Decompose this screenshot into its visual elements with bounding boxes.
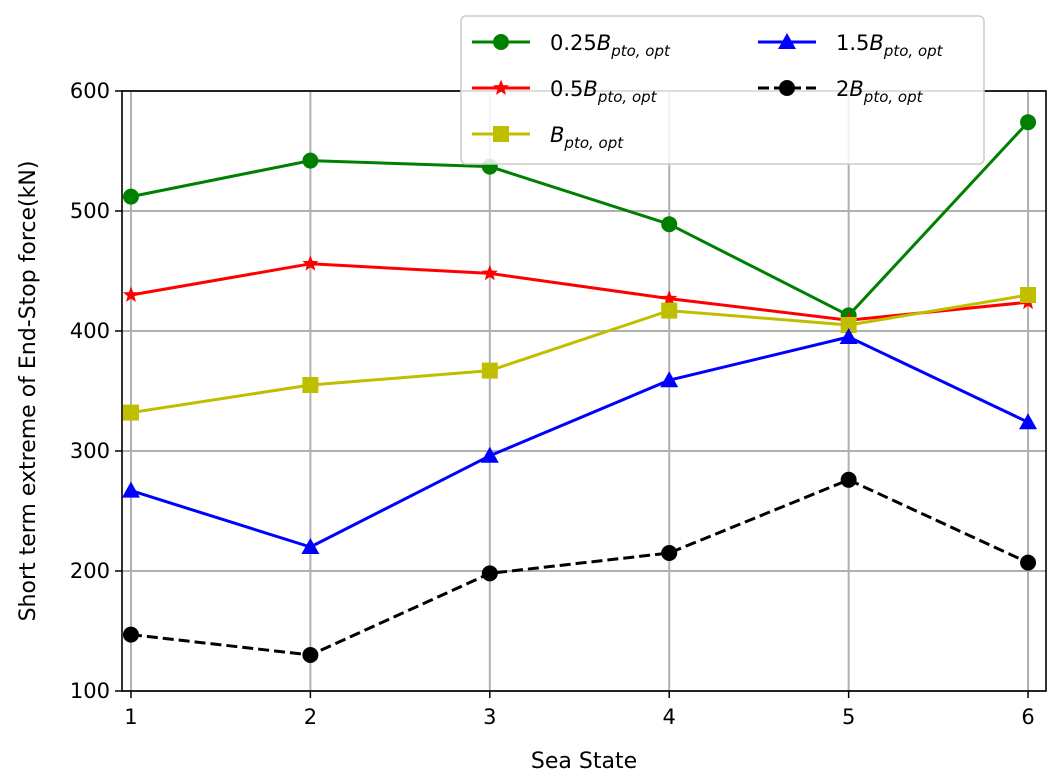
- data-point: [481, 565, 498, 582]
- legend-label-prefix: 0.25: [550, 31, 597, 55]
- series-3: [122, 287, 1037, 421]
- series-line: [130, 121, 1030, 317]
- series-5: [122, 471, 1037, 663]
- x-tick-label: 5: [842, 705, 855, 729]
- legend-item: 2Bpto, opt: [758, 77, 924, 106]
- x-tick-label: 4: [663, 705, 676, 729]
- legend-item: 0.25Bpto, opt: [472, 31, 671, 60]
- x-tick-label: 1: [124, 705, 137, 729]
- legend-label-prefix: 0.5: [550, 77, 583, 101]
- data-point: [1020, 114, 1037, 131]
- data-point: [481, 362, 498, 379]
- legend-label: 0.5Bpto, opt: [550, 77, 658, 106]
- series-line: [130, 293, 1029, 415]
- data-point: [661, 545, 678, 561]
- legend-marker: [493, 34, 509, 50]
- x-axis-label: Sea State: [531, 749, 637, 774]
- data-point: [661, 216, 678, 233]
- axis-ticks: 1 2 3 4 5 6 100 200 300 400 500 600: [70, 79, 1035, 729]
- data-point: [302, 647, 319, 663]
- legend-label-base: B: [869, 31, 883, 55]
- legend-label-prefix: 2: [836, 77, 849, 101]
- data-point: [1019, 413, 1038, 430]
- x-tick-label: 6: [1021, 705, 1034, 729]
- series-layer: [121, 114, 1038, 663]
- series-line: [130, 335, 1029, 549]
- y-tick-label: 200: [70, 559, 110, 583]
- data-point: [302, 152, 319, 169]
- data-point: [301, 538, 320, 554]
- legend-label-prefix: 1.5: [836, 31, 869, 55]
- data-point: [122, 188, 139, 205]
- legend-label: 2Bpto, opt: [836, 77, 924, 106]
- legend-item: Bpto, opt: [472, 123, 624, 152]
- legend-marker: [493, 126, 509, 142]
- data-point: [660, 371, 679, 388]
- legend-box: [460, 15, 985, 165]
- x-tick-label: 3: [483, 705, 496, 729]
- y-axis-label: Short term extreme of End-Stop force(kN): [16, 161, 41, 622]
- data-point: [481, 264, 498, 281]
- legend-label: Bpto, opt: [550, 123, 624, 152]
- y-tick-label: 300: [70, 439, 110, 463]
- data-point: [122, 626, 139, 643]
- legend-label: 1.5Bpto, opt: [836, 31, 944, 60]
- plot-frame: [121, 90, 1047, 692]
- series-1: [122, 114, 1037, 324]
- y-tick-label: 100: [70, 679, 110, 703]
- data-point: [122, 404, 139, 421]
- legend-label: 0.25Bpto, opt: [550, 31, 671, 60]
- legend-marker: [492, 79, 510, 95]
- legend-marker: [778, 33, 796, 49]
- y-tick-label: 500: [70, 199, 110, 223]
- data-point: [1020, 287, 1037, 303]
- legend-label-base: B: [849, 77, 863, 101]
- x-tick-label: 2: [304, 705, 317, 729]
- legend-marker: [779, 80, 795, 96]
- legend-label-subscript: pto, opt: [610, 42, 671, 60]
- y-tick-label: 600: [70, 79, 110, 103]
- data-point: [302, 255, 319, 271]
- legend-label-subscript: pto, opt: [883, 42, 944, 60]
- data-point: [661, 290, 678, 306]
- legend-label-subscript: pto, opt: [563, 134, 624, 152]
- series-line: [130, 478, 1029, 657]
- series-line: [130, 262, 1029, 322]
- legend-label-base: B: [597, 31, 611, 55]
- data-point: [661, 302, 678, 319]
- y-tick-label: 400: [70, 319, 110, 343]
- data-point: [122, 286, 140, 302]
- data-point: [839, 328, 858, 344]
- data-point: [1020, 554, 1037, 571]
- data-point: [480, 446, 499, 463]
- data-point: [840, 471, 857, 488]
- data-point: [121, 481, 140, 498]
- legend-label-subscript: pto, opt: [863, 88, 924, 106]
- legend-label-subscript: pto, opt: [597, 88, 658, 106]
- legend-label-base: B: [550, 123, 564, 147]
- legend-item: 1.5Bpto, opt: [758, 31, 944, 60]
- data-point: [302, 377, 319, 393]
- legend-label-base: B: [583, 77, 597, 101]
- grid: [122, 90, 1046, 692]
- data-point: [840, 317, 857, 333]
- legend-item: 0.5Bpto, opt: [472, 77, 658, 106]
- series-4: [121, 328, 1038, 554]
